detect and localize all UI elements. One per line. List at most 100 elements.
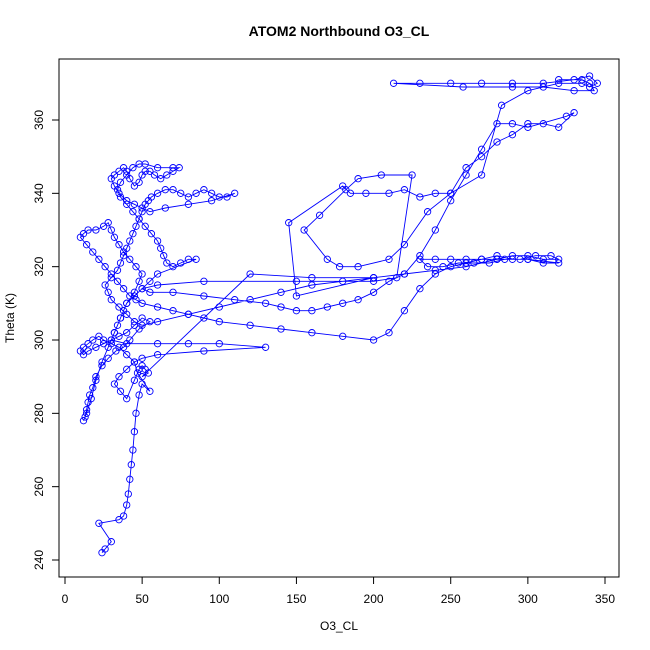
data-point	[101, 545, 109, 553]
data-point	[246, 270, 254, 278]
data-point	[177, 189, 185, 197]
data-point	[215, 340, 223, 348]
data-point	[385, 329, 393, 337]
data-point	[447, 263, 455, 271]
data-point	[169, 186, 177, 194]
data-point	[342, 186, 350, 194]
data-point	[246, 321, 254, 329]
data-point	[138, 321, 146, 329]
data-point	[146, 208, 154, 216]
data-point	[590, 87, 598, 95]
data-point	[555, 79, 563, 87]
data-point	[89, 336, 97, 344]
data-point	[123, 299, 131, 307]
data-point	[400, 307, 409, 315]
data-point	[129, 208, 137, 216]
data-point	[119, 307, 128, 315]
data-point	[477, 145, 486, 153]
data-point	[135, 178, 143, 186]
data-point	[323, 303, 331, 311]
data-point	[431, 266, 439, 274]
data-point	[323, 255, 331, 263]
data-point	[169, 164, 177, 172]
data-point	[200, 347, 208, 355]
data-point	[130, 358, 139, 366]
data-point	[431, 226, 439, 234]
data-point	[130, 376, 139, 384]
data-point	[130, 318, 139, 326]
data-point	[119, 512, 128, 520]
data-point	[132, 296, 140, 304]
data-point	[98, 358, 106, 366]
data-point	[104, 219, 112, 227]
data-point	[153, 270, 162, 278]
data-point	[462, 263, 470, 271]
data-point	[115, 373, 123, 381]
data-point	[126, 292, 134, 300]
data-point	[231, 296, 239, 304]
data-point	[153, 281, 162, 289]
data-point	[84, 226, 92, 234]
data-point	[447, 255, 455, 263]
y-tick-label: 260	[32, 476, 46, 496]
data-point	[570, 87, 578, 95]
data-point	[470, 259, 478, 267]
data-point	[354, 263, 362, 271]
data-point	[123, 197, 131, 205]
data-point	[539, 79, 547, 87]
data-point	[110, 233, 119, 241]
data-point	[300, 226, 308, 234]
data-point	[107, 296, 115, 304]
data-point	[112, 347, 120, 355]
data-point	[207, 189, 216, 197]
data-point	[524, 123, 532, 131]
data-point	[130, 428, 139, 436]
data-point	[493, 138, 501, 146]
data-point	[135, 160, 143, 168]
data-point	[129, 230, 137, 238]
data-point	[447, 79, 455, 87]
data-point	[447, 189, 455, 197]
x-tick-label: 150	[286, 592, 306, 606]
data-point	[146, 387, 154, 395]
data-point	[562, 112, 571, 120]
data-point	[389, 79, 398, 87]
data-point	[157, 175, 165, 183]
data-point	[508, 131, 517, 139]
data-point	[95, 332, 103, 340]
data-point	[346, 189, 355, 197]
data-point	[107, 274, 115, 282]
data-point	[459, 83, 467, 91]
data-point	[369, 336, 378, 344]
data-point	[116, 259, 125, 267]
data-point	[115, 241, 123, 249]
data-point	[92, 376, 100, 384]
data-point	[82, 409, 91, 417]
data-point	[146, 318, 154, 326]
data-point	[292, 292, 301, 300]
data-point	[157, 244, 165, 252]
data-point	[354, 175, 362, 183]
data-point	[95, 519, 103, 527]
data-point	[116, 314, 125, 322]
data-point	[200, 186, 208, 194]
data-point	[315, 211, 324, 219]
data-point	[462, 259, 470, 267]
data-point	[477, 79, 486, 87]
data-point	[126, 255, 134, 263]
data-point	[339, 332, 347, 340]
data-point	[400, 241, 409, 249]
data-point	[308, 274, 316, 282]
data-point	[431, 189, 439, 197]
data-point	[416, 255, 424, 263]
data-point	[200, 314, 208, 322]
data-point	[531, 252, 540, 260]
data-point	[362, 189, 370, 197]
data-point	[115, 516, 123, 524]
data-point	[147, 193, 156, 201]
data-point	[129, 164, 137, 172]
data-point	[493, 255, 501, 263]
data-point	[123, 395, 131, 403]
data-point	[116, 193, 125, 201]
data-point	[153, 351, 162, 359]
